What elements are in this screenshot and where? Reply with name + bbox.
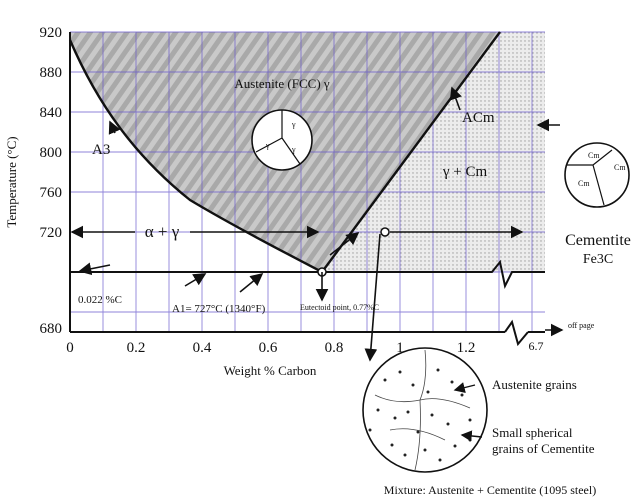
- alpha-gamma-label: α + γ: [145, 222, 180, 241]
- x-tick-0.4: 0.4: [193, 340, 212, 356]
- cementite-grain-label: Cm: [588, 151, 600, 160]
- cementite-formula: Fe3C: [583, 252, 613, 267]
- cementite-circle: Cementite Fe3C Cm Cm Cm: [564, 142, 631, 267]
- ferrite-limit-label: 0.022 %C: [78, 294, 122, 306]
- gamma-cm-label: γ + Cm: [442, 164, 488, 180]
- austenite-grain-label: γ: [265, 141, 270, 150]
- y-tick-760: 760: [40, 185, 63, 201]
- austenite-grains-label: Austenite grains: [492, 377, 577, 392]
- x-tick-0: 0: [66, 340, 74, 356]
- x-ticks: 0 0.2 0.4 0.6 0.8 1 1.2 6.7 off page: [66, 321, 594, 356]
- cementite-title: Cementite: [565, 232, 631, 249]
- x-tick-0.2: 0.2: [127, 340, 146, 356]
- x-axis-label: Weight % Carbon: [224, 363, 317, 378]
- axis-break-bottom: [504, 319, 529, 347]
- acm-line: [321, 31, 501, 273]
- microstructure-circle: Austenite grains Small spherical grains …: [362, 347, 596, 497]
- eutectoid-label: Eutectoid point, 0.77%C: [300, 303, 379, 312]
- x-tick-0.8: 0.8: [325, 340, 344, 356]
- composition-point: [380, 227, 390, 237]
- y-tick-720: 720: [40, 225, 63, 241]
- axes: [69, 32, 545, 333]
- y-tick-680: 680: [40, 321, 63, 337]
- austenite-grain-label: γ: [291, 145, 296, 154]
- acm-label: ACm: [462, 110, 495, 126]
- x-tick-1.2: 1.2: [457, 340, 476, 356]
- spherical-label-2: grains of Cementite: [492, 441, 595, 456]
- a3-line: [68, 39, 323, 274]
- y-ticks: 920 880 840 800 760 720 680: [40, 25, 63, 337]
- axis-break-eutectoid: [480, 259, 545, 290]
- austenite-label: Austenite (FCC) γ: [234, 76, 330, 91]
- x-tick-6.7: 6.7: [529, 339, 544, 353]
- y-tick-840: 840: [40, 105, 63, 121]
- annotation-arrows: [70, 86, 564, 362]
- cementite-grain-label: Cm: [578, 179, 590, 188]
- a3-label: A3: [92, 142, 110, 158]
- spherical-label-1: Small spherical: [492, 425, 573, 440]
- austenite-grain-label: γ: [291, 120, 296, 129]
- y-tick-880: 880: [40, 65, 63, 81]
- off-page-label: off page: [568, 321, 595, 330]
- y-tick-920: 920: [40, 25, 63, 41]
- y-axis-label: Temperature (°C): [4, 136, 19, 227]
- x-tick-1: 1: [396, 340, 404, 356]
- cementite-grain-label: Cm: [614, 163, 626, 172]
- austenite-grain-circle: γ γ γ: [251, 109, 313, 171]
- x-tick-0.6: 0.6: [259, 340, 278, 356]
- microstructure-caption: Mixture: Austenite + Cementite (1095 ste…: [384, 483, 596, 497]
- y-tick-800: 800: [40, 145, 63, 161]
- a1-label: A1= 727°C (1340°F): [172, 303, 266, 315]
